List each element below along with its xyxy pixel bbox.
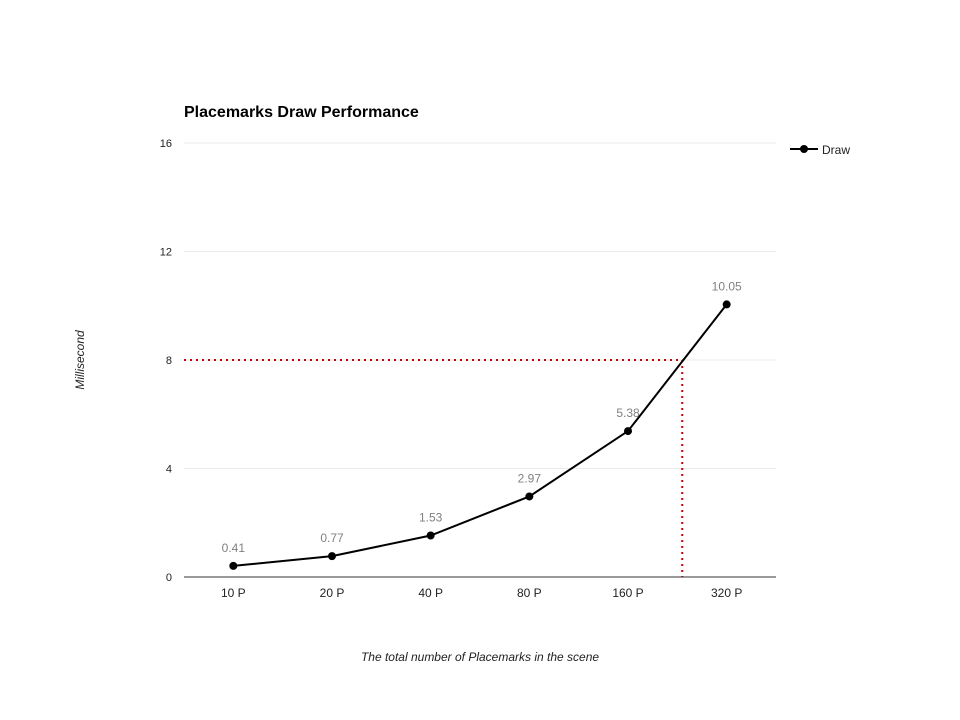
- y-axis-title: Millisecond: [73, 330, 87, 390]
- series-draw: [229, 300, 731, 570]
- y-tick-label-16: 16: [160, 138, 172, 150]
- x-tick-label-5: 320 P: [711, 586, 742, 600]
- x-tick-label-3: 80 P: [517, 586, 542, 600]
- legend-label-draw: Draw: [822, 143, 850, 157]
- x-tick-labels: 10 P 20 P 40 P 80 P 160 P 320 P: [221, 586, 742, 600]
- reference-lines: [184, 359, 684, 577]
- data-point-1: [328, 552, 336, 561]
- x-tick-label-2: 40 P: [418, 586, 443, 600]
- data-point-0: [229, 561, 238, 570]
- x-tick-label-4: 160 P: [612, 586, 643, 600]
- data-label-5: 10.05: [712, 279, 742, 293]
- y-tick-labels: 0 4 8 12 16: [160, 138, 172, 584]
- data-label-1: 0.77: [320, 531, 344, 545]
- x-tick-label-1: 20 P: [320, 586, 345, 600]
- data-point-2: [426, 531, 435, 540]
- data-label-2: 1.53: [419, 510, 443, 524]
- y-tick-label-8: 8: [166, 355, 172, 367]
- chart-title: Placemarks Draw Performance: [184, 104, 419, 121]
- legend-marker-draw: [800, 145, 808, 153]
- data-point-5: [722, 300, 731, 309]
- data-point-4: [624, 427, 632, 436]
- x-tick-label-0: 10 P: [221, 586, 246, 600]
- data-labels: 0.41 0.77 1.53 2.97 5.38 10.05: [222, 279, 742, 554]
- y-tick-label-12: 12: [160, 247, 172, 259]
- x-axis-title: The total number of Placemarks in the sc…: [361, 650, 599, 664]
- legend: Draw: [790, 143, 850, 157]
- data-label-0: 0.41: [222, 541, 246, 555]
- data-point-3: [525, 492, 534, 501]
- series-line-0: [233, 303, 728, 567]
- y-tick-label-4: 4: [166, 464, 172, 476]
- data-label-4: 5.38: [616, 406, 640, 420]
- gridlines: [184, 142, 776, 469]
- data-label-3: 2.97: [518, 471, 542, 485]
- y-tick-label-0: 0: [166, 572, 172, 584]
